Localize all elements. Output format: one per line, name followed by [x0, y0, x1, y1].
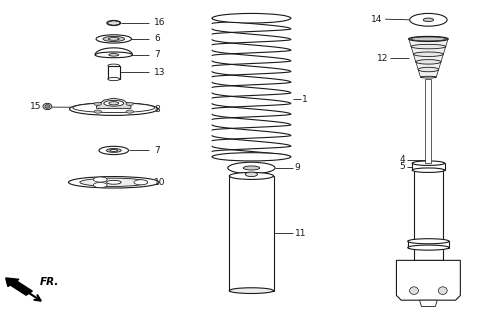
Ellipse shape — [228, 162, 275, 174]
Ellipse shape — [108, 38, 119, 40]
Polygon shape — [420, 300, 437, 307]
Text: 12: 12 — [377, 53, 388, 62]
Ellipse shape — [104, 100, 124, 106]
Ellipse shape — [416, 60, 441, 64]
Ellipse shape — [409, 36, 448, 42]
Ellipse shape — [229, 172, 274, 180]
Ellipse shape — [126, 110, 134, 113]
Polygon shape — [229, 176, 274, 291]
Text: FR.: FR. — [40, 277, 59, 287]
Ellipse shape — [106, 148, 121, 152]
Ellipse shape — [103, 36, 125, 42]
FancyArrow shape — [6, 278, 33, 295]
Ellipse shape — [212, 153, 291, 161]
Ellipse shape — [109, 102, 119, 105]
Ellipse shape — [45, 105, 50, 108]
Text: 14: 14 — [371, 15, 382, 24]
Ellipse shape — [109, 53, 119, 56]
Polygon shape — [425, 79, 431, 163]
Text: 6: 6 — [154, 35, 160, 44]
Text: 10: 10 — [154, 178, 166, 187]
Ellipse shape — [73, 103, 155, 113]
Ellipse shape — [408, 245, 449, 250]
Ellipse shape — [95, 52, 133, 58]
Polygon shape — [414, 170, 443, 260]
Polygon shape — [418, 69, 439, 77]
Polygon shape — [108, 66, 120, 79]
Text: 4: 4 — [399, 155, 405, 164]
Ellipse shape — [107, 20, 121, 26]
Ellipse shape — [410, 13, 447, 26]
Text: 9: 9 — [295, 164, 300, 172]
Ellipse shape — [414, 52, 443, 56]
Ellipse shape — [108, 64, 120, 67]
Ellipse shape — [212, 13, 291, 23]
Ellipse shape — [94, 110, 102, 113]
Ellipse shape — [410, 287, 419, 294]
Text: 7: 7 — [154, 50, 160, 59]
Ellipse shape — [421, 76, 436, 78]
Polygon shape — [108, 21, 119, 25]
Ellipse shape — [423, 18, 433, 21]
Polygon shape — [412, 163, 445, 170]
Ellipse shape — [80, 178, 148, 187]
Ellipse shape — [93, 177, 107, 182]
Text: 13: 13 — [154, 68, 166, 77]
Ellipse shape — [229, 288, 274, 293]
Ellipse shape — [99, 146, 129, 155]
Ellipse shape — [70, 103, 158, 116]
Ellipse shape — [411, 44, 446, 49]
Ellipse shape — [418, 67, 439, 72]
Ellipse shape — [408, 239, 449, 244]
Ellipse shape — [69, 177, 159, 188]
Ellipse shape — [110, 149, 118, 151]
Polygon shape — [408, 241, 449, 248]
Polygon shape — [95, 48, 133, 55]
Polygon shape — [409, 39, 448, 47]
Ellipse shape — [96, 35, 132, 43]
Ellipse shape — [246, 172, 257, 177]
Ellipse shape — [126, 102, 134, 106]
Ellipse shape — [409, 37, 448, 41]
Ellipse shape — [412, 161, 445, 165]
Polygon shape — [396, 260, 460, 300]
Ellipse shape — [411, 37, 446, 41]
Text: 5: 5 — [399, 162, 405, 171]
Ellipse shape — [93, 182, 107, 188]
Ellipse shape — [106, 180, 121, 184]
Text: 15: 15 — [30, 102, 41, 111]
Ellipse shape — [94, 102, 102, 106]
Text: 7: 7 — [154, 146, 160, 155]
Ellipse shape — [438, 287, 447, 294]
Text: 16: 16 — [154, 19, 166, 28]
Text: 8: 8 — [154, 105, 160, 114]
Text: 1: 1 — [302, 95, 308, 104]
Ellipse shape — [412, 168, 445, 172]
Ellipse shape — [43, 103, 52, 110]
Ellipse shape — [134, 180, 148, 185]
Polygon shape — [414, 54, 443, 62]
Polygon shape — [97, 98, 131, 108]
Ellipse shape — [108, 77, 120, 81]
Polygon shape — [416, 62, 441, 69]
Text: 11: 11 — [295, 229, 306, 238]
Ellipse shape — [243, 166, 260, 170]
Polygon shape — [411, 47, 446, 54]
